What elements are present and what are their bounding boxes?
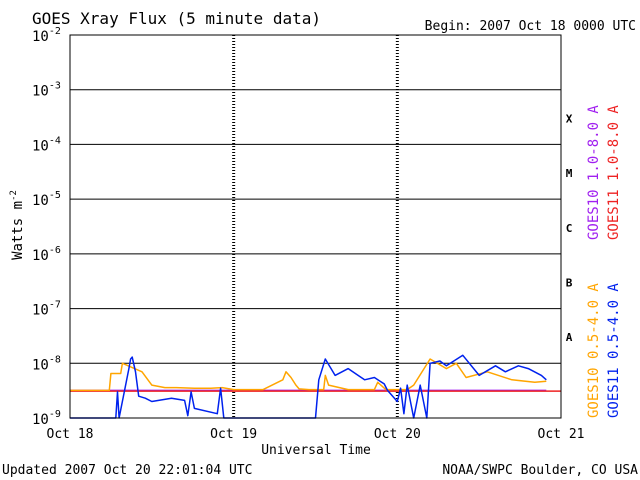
flare-class-label: B [566,276,573,289]
y-tick-label: 10-5 [32,190,61,209]
credit-label: NOAA/SWPC Boulder, CO USA [442,463,638,478]
y-axis-label-sup: -2 [9,190,19,201]
y-tick-labels: 10-2 10-3 10-4 10-5 10-6 10-7 10-8 10-9 [32,26,61,428]
x-tick-label: Oct 21 [538,427,585,442]
y-tick-label: 10-3 [32,81,61,100]
series-line [70,354,547,419]
y-tick-label: 10-9 [32,409,61,428]
flare-class-label: X [566,112,573,125]
y-tick-label: 10-2 [32,26,61,45]
flare-class-label: M [566,167,573,180]
legend-entry: GOES11 0.5-4.0 A [606,283,622,418]
series-layer [70,354,561,419]
x-axis-label: Universal Time [261,443,371,458]
x-tick-label: Oct 18 [47,427,94,442]
y-tick-label: 10-6 [32,245,61,264]
begin-time: Begin: 2007 Oct 18 0000 UTC [425,19,636,34]
legend-entry: GOES10 0.5-4.0 A [586,283,602,418]
y-axis-label: Watts m-2 [9,190,26,260]
x-tick-label: Oct 19 [210,427,257,442]
x-tick-label: Oct 20 [374,427,421,442]
legend-entry: GOES11 1.0-8.0 A [606,105,622,240]
flare-class-label: A [566,331,573,344]
legend-entry: GOES10 1.0-8.0 A [586,105,602,240]
y-tick-label: 10-7 [32,300,61,319]
legend: GOES10 1.0-8.0 A GOES11 1.0-8.0 A GOES10 0… [586,105,622,418]
y-tick-label: 10-8 [32,354,61,373]
grid-layer [70,34,561,419]
flare-class-labels: X M C B A [566,112,573,344]
y-axis-label-main: Watts m [10,201,26,260]
x-tick-labels: Oct 18 Oct 19 Oct 20 Oct 21 [47,427,585,442]
chart-title: GOES Xray Flux (5 minute data) [32,9,321,28]
updated-timestamp: Updated 2007 Oct 20 22:01:04 UTC [2,463,252,478]
flare-class-label: C [566,222,573,235]
plot-frame [69,34,562,419]
y-tick-label: 10-4 [32,135,61,154]
